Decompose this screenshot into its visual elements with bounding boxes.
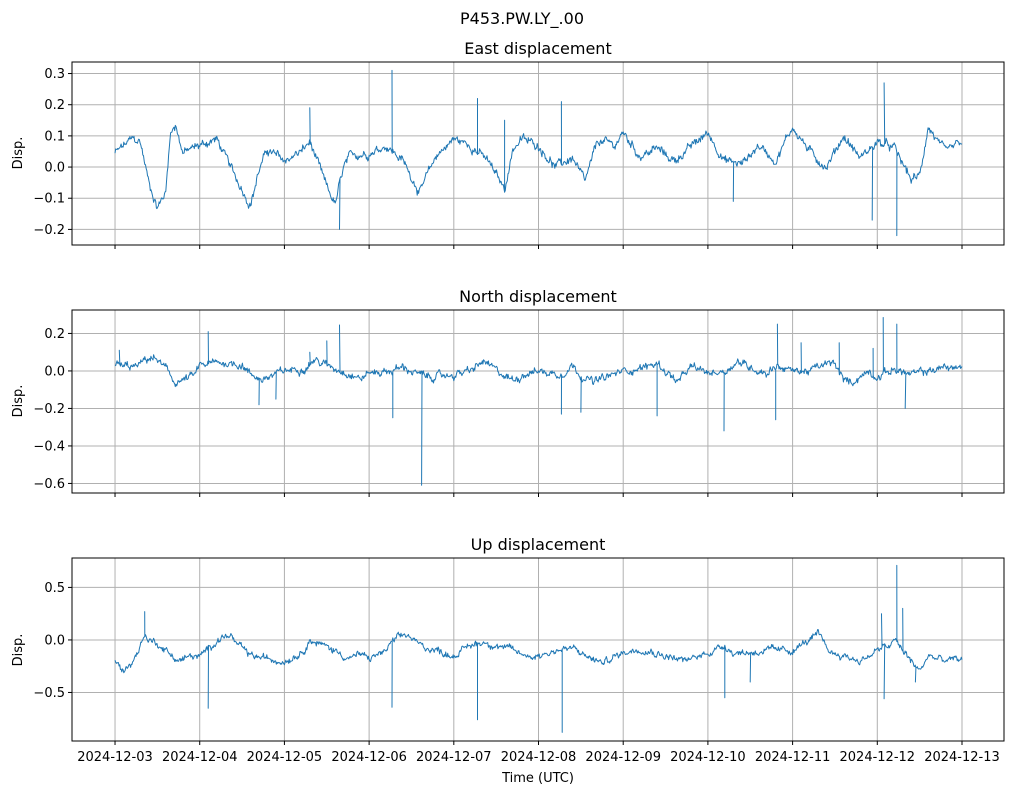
x-tick-label: 2024-12-10 [670,750,746,765]
x-tick-label: 2024-12-12 [840,750,916,765]
east-y-tick-label: 0.0 [44,161,65,176]
x-tick-label: 2024-12-08 [501,750,577,765]
x-tick-label: 2024-12-06 [331,750,407,765]
north-y-tick-label: 0.0 [44,364,65,379]
x-tick-label: 2024-12-13 [924,750,1000,765]
up-y-tick-label: 0.5 [44,581,65,596]
north-displacement-line [114,317,963,486]
up-displacement-line [114,564,963,733]
east-y-tick-label: −0.1 [33,192,65,207]
north-y-tick-label: 0.2 [44,327,65,342]
x-tick-label: 2024-12-04 [162,750,238,765]
x-tick-label: 2024-12-11 [755,750,831,765]
up-panel-title: Up displacement [471,535,606,554]
east-axes-frame [71,61,1005,246]
east-displacement-line [114,69,963,237]
x-axis-label: Time (UTC) [501,771,574,786]
north-panel-title: North displacement [459,287,617,306]
up-y-tick-label: 0.0 [44,633,65,648]
east-y-tick-label: −0.2 [33,223,65,238]
east-y-tick-label: 0.3 [44,67,65,82]
up-axes-frame [71,557,1005,742]
up-y-axis-label: Disp. [11,634,26,667]
east-axes: 0.3 0.2 0.1 0.0 −0.1 −0.2 [33,61,1005,249]
figure-suptitle: P453.PW.LY_.00 [460,9,584,29]
north-y-axis-label: Disp. [11,385,26,418]
north-y-tick-label: −0.4 [33,439,65,454]
up-axes: 2024-12-03 2024-12-04 2024-12-05 2024-12-06… [33,557,1005,765]
north-axes-frame [71,309,1005,494]
x-tick-label: 2024-12-07 [416,750,492,765]
north-y-tick-label: −0.6 [33,477,65,492]
north-axes: 0.2 0.0 −0.2 −0.4 −0.6 [33,309,1005,497]
x-tick-label: 2024-12-09 [585,750,661,765]
east-y-tick-label: 0.1 [44,129,65,144]
up-y-tick-label: −0.5 [33,686,65,701]
east-panel-title: East displacement [464,39,611,58]
east-y-tick-label: 0.2 [44,98,65,113]
x-tick-label: 2024-12-03 [77,750,153,765]
east-y-axis-label: Disp. [11,137,26,170]
x-tick-label: 2024-12-05 [247,750,323,765]
north-y-tick-label: −0.2 [33,402,65,417]
